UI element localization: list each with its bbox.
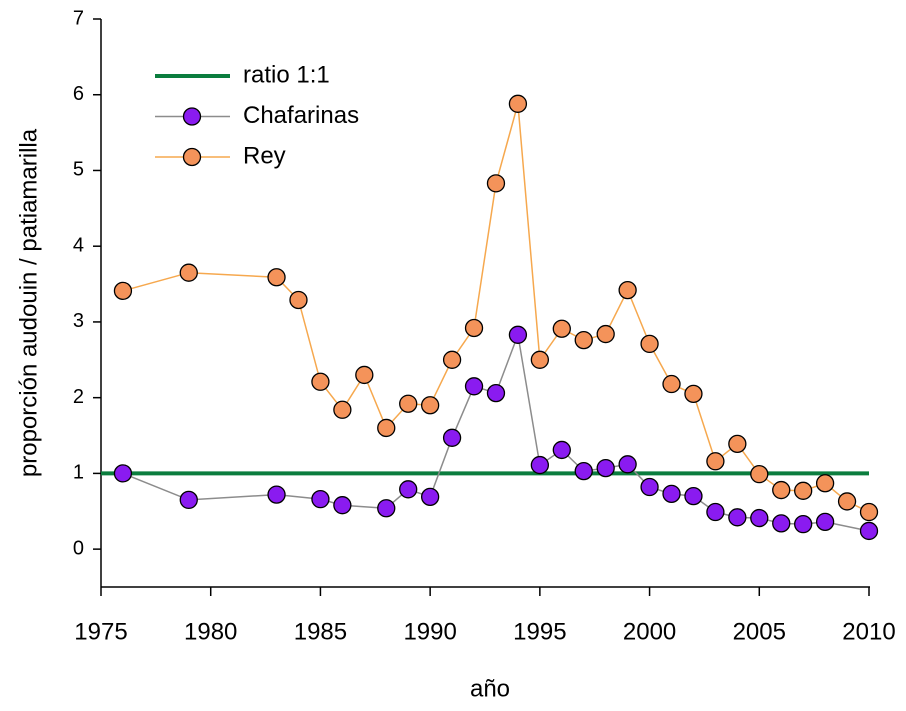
x-tick-label: 1995 <box>513 618 566 645</box>
data-point <box>859 502 879 522</box>
data-point <box>333 400 352 419</box>
data-point <box>794 481 813 500</box>
data-point <box>728 434 747 454</box>
data-point <box>662 374 681 394</box>
x-tick-label: 1985 <box>294 618 347 645</box>
data-point <box>113 281 133 301</box>
data-point <box>618 455 637 474</box>
legend-label: Rey <box>243 142 286 169</box>
data-point <box>179 263 198 282</box>
x-tick-label: 2000 <box>623 618 676 645</box>
data-point <box>530 350 550 369</box>
data-point <box>486 383 506 403</box>
data-point <box>772 480 791 500</box>
data-point <box>596 324 615 344</box>
data-point <box>113 464 133 483</box>
data-point <box>552 319 571 338</box>
data-point <box>311 489 330 509</box>
data-point <box>464 377 484 396</box>
x-tick-label: 1990 <box>403 618 456 645</box>
y-tick-label: 3 <box>73 310 84 332</box>
data-point <box>442 428 462 447</box>
data-point <box>706 452 725 471</box>
data-point <box>815 512 835 532</box>
data-point <box>596 458 615 478</box>
y-tick-label: 0 <box>73 537 84 559</box>
data-point <box>552 440 571 460</box>
y-tick-label: 1 <box>73 462 84 484</box>
x-tick-label: 1980 <box>184 618 237 645</box>
data-point <box>618 280 637 300</box>
data-point <box>530 455 550 475</box>
data-point <box>377 418 396 438</box>
data-point <box>420 487 440 507</box>
data-point <box>464 318 484 338</box>
legend-marker <box>182 147 202 167</box>
data-point <box>574 330 593 350</box>
data-point <box>640 334 659 354</box>
data-point <box>420 396 440 415</box>
data-point <box>706 502 725 522</box>
data-point <box>508 325 528 344</box>
x-axis-title: año <box>470 675 510 702</box>
x-tick-label: 1975 <box>74 618 127 645</box>
data-point <box>728 508 747 527</box>
y-axis-title: proporción audouin / patiamarilla <box>15 128 42 477</box>
series-line <box>122 103 870 513</box>
data-point <box>508 94 528 113</box>
data-point <box>640 477 659 497</box>
data-point <box>267 268 286 287</box>
data-point <box>684 384 703 404</box>
data-point <box>815 474 835 493</box>
data-point <box>750 508 769 528</box>
data-point <box>399 394 418 413</box>
data-point <box>377 499 396 518</box>
data-point <box>859 521 879 541</box>
data-point <box>772 514 791 533</box>
data-point <box>311 372 330 391</box>
data-point <box>333 496 352 515</box>
data-point <box>684 486 703 506</box>
data-point <box>574 461 593 481</box>
legend-label: Chafarinas <box>243 102 359 129</box>
y-tick-label: 5 <box>73 159 84 181</box>
legend-marker <box>182 107 202 126</box>
series-line <box>122 331 870 532</box>
data-point <box>399 480 418 499</box>
data-point <box>837 492 857 511</box>
data-point <box>289 290 308 310</box>
y-tick-label: 6 <box>73 83 84 105</box>
y-tick-label: 7 <box>73 7 84 29</box>
data-point <box>662 484 681 503</box>
data-point <box>750 465 769 484</box>
data-point <box>486 174 506 193</box>
x-tick-label: 2010 <box>842 618 895 645</box>
data-point <box>355 365 374 385</box>
data-point <box>267 485 286 504</box>
data-point <box>794 514 813 534</box>
y-tick-label: 2 <box>73 386 84 408</box>
y-tick-label: 4 <box>73 234 84 256</box>
data-point <box>442 350 462 369</box>
x-tick-label: 2005 <box>733 618 786 645</box>
legend-label: ratio 1:1 <box>243 61 330 88</box>
data-point <box>179 490 198 510</box>
